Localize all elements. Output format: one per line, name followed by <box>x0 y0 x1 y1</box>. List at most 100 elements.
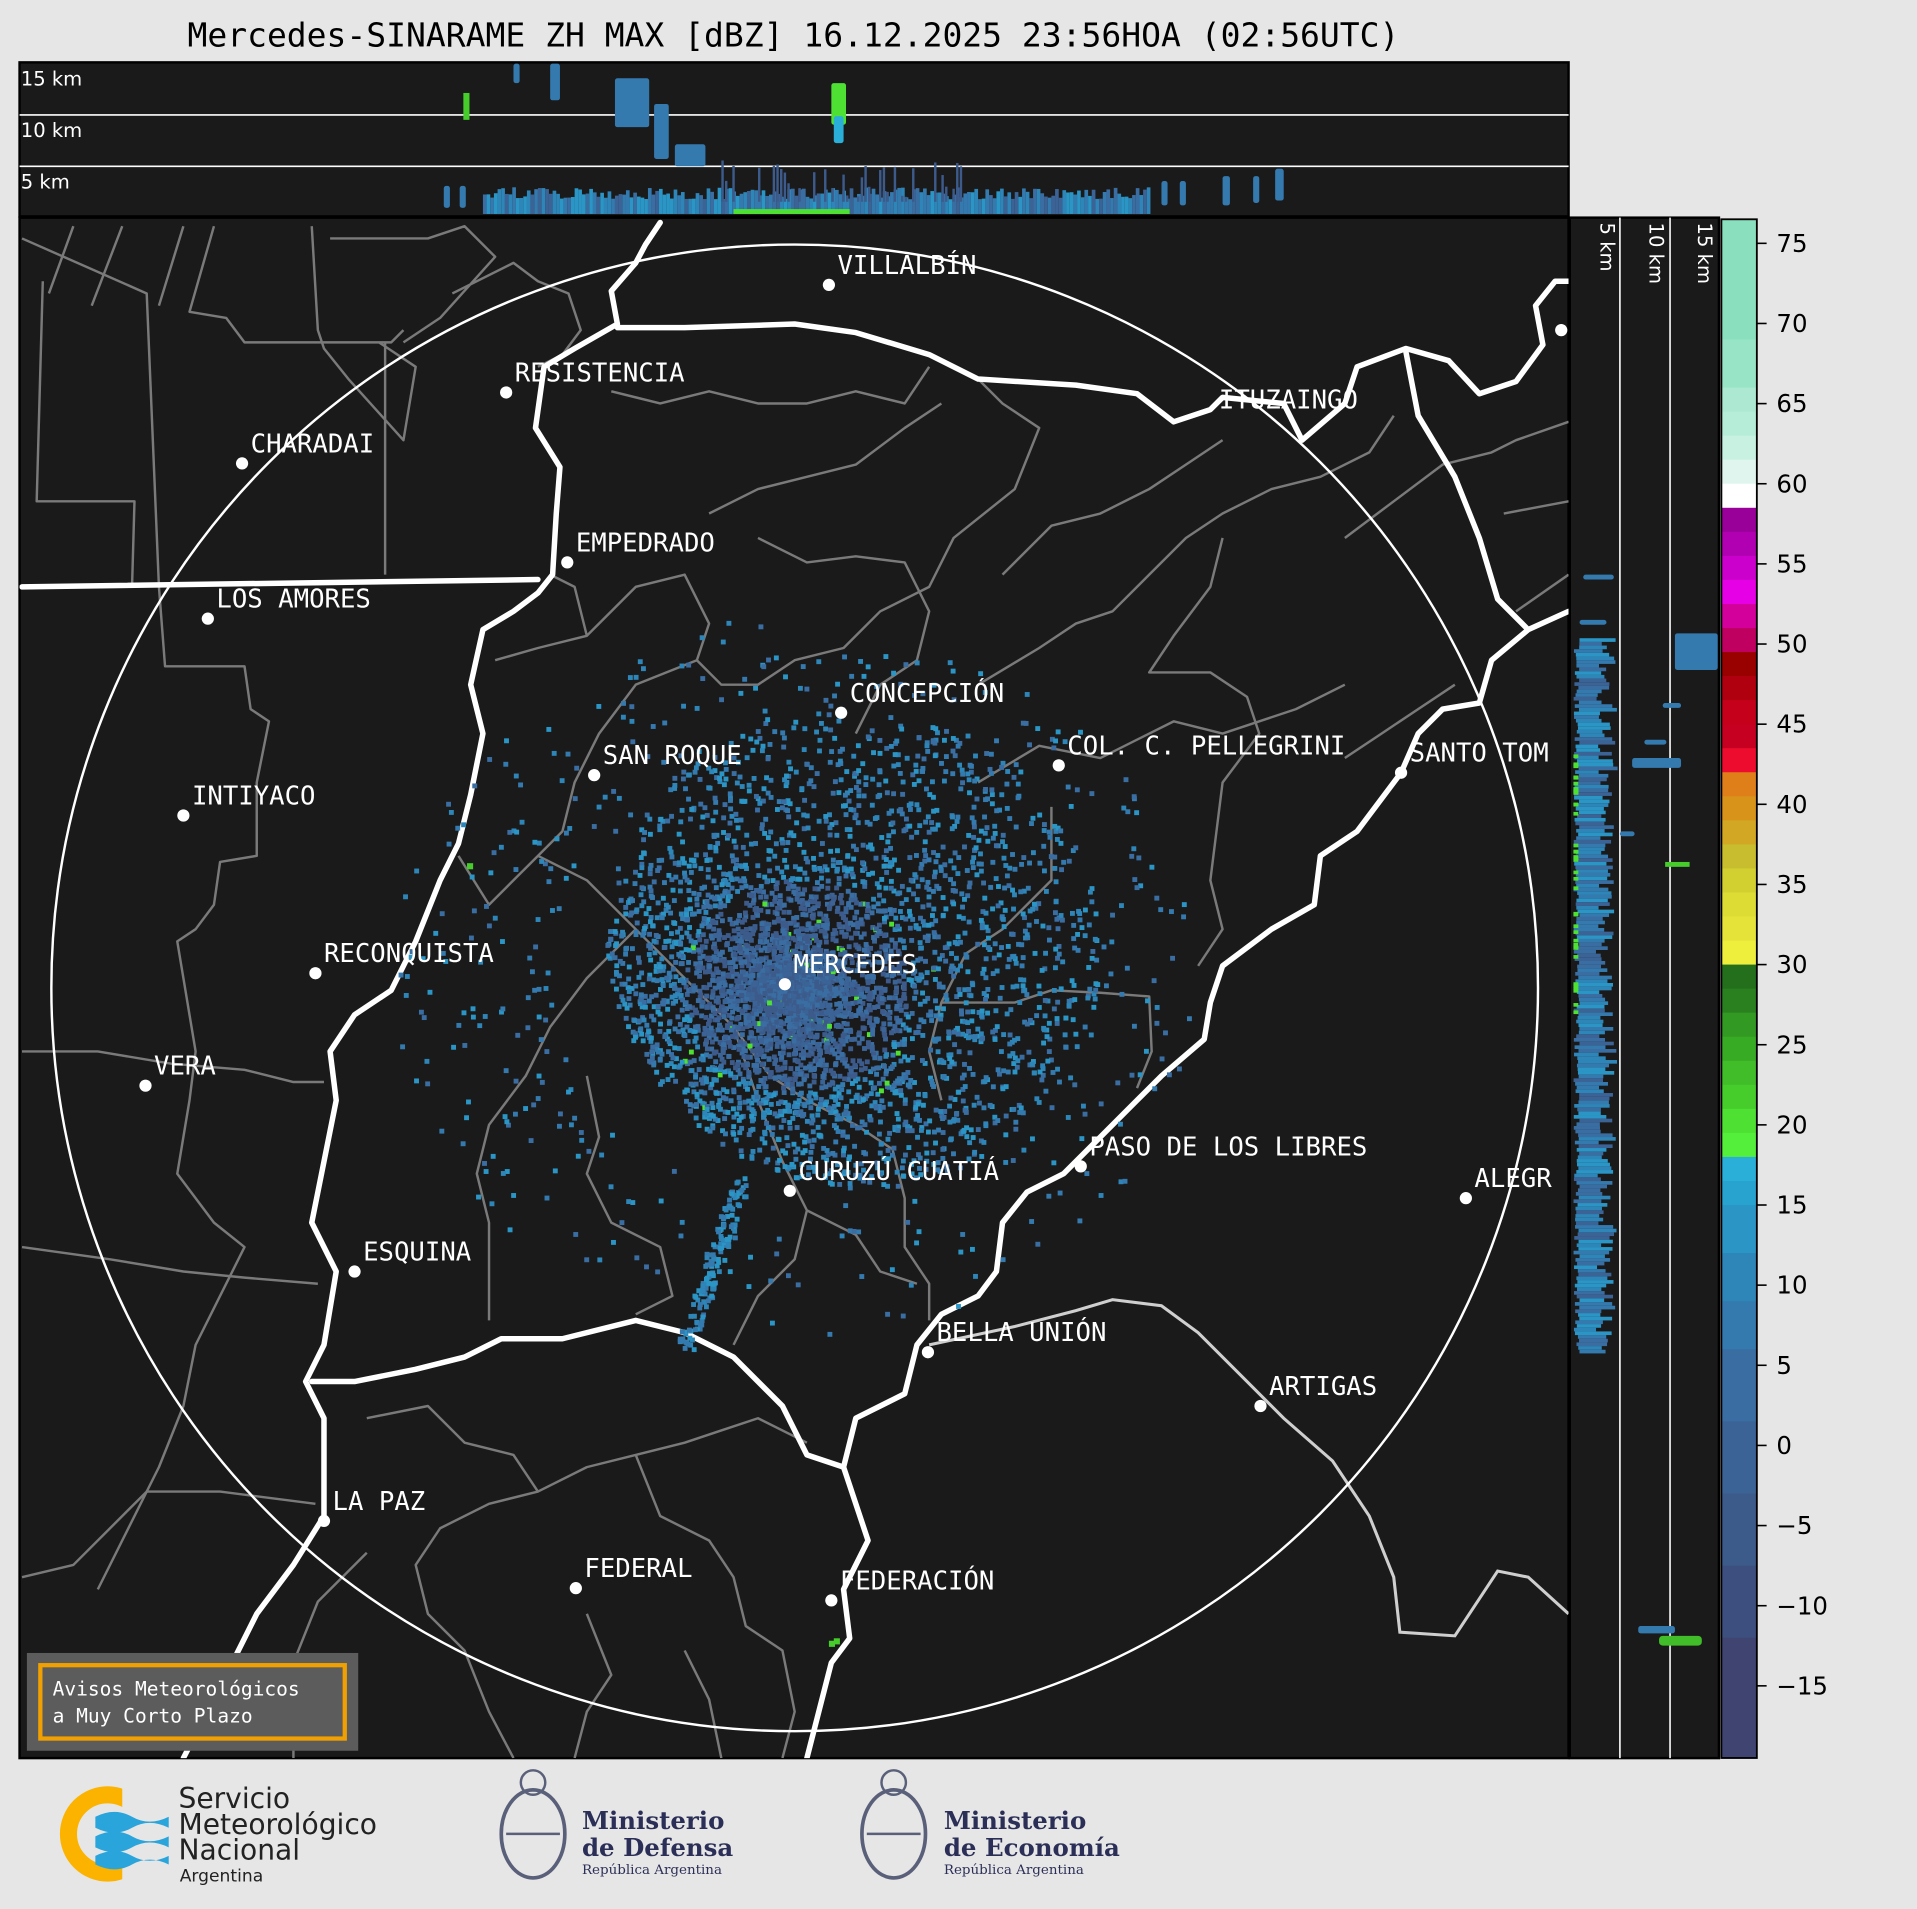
radar-echo <box>765 981 771 987</box>
radar-echo <box>870 925 876 930</box>
cross-section-echo <box>754 190 758 214</box>
radar-echo <box>626 989 632 994</box>
radar-echo <box>862 1065 868 1071</box>
radar-echo <box>769 901 775 907</box>
radar-echo <box>727 946 733 952</box>
radar-echo <box>853 1095 859 1100</box>
radar-echo <box>704 1107 710 1112</box>
radar-echo <box>1006 883 1012 889</box>
radar-echo <box>892 941 898 946</box>
radar-echo <box>969 815 975 821</box>
radar-echo <box>742 1099 748 1105</box>
radar-echo <box>874 951 880 957</box>
radar-echo <box>972 1034 978 1039</box>
radar-echo <box>633 991 639 997</box>
radar-echo <box>895 1127 901 1133</box>
radar-echo <box>876 1080 882 1086</box>
cross-section-echo <box>515 198 520 214</box>
radar-echo <box>955 814 961 820</box>
radar-echo <box>1091 1004 1097 1010</box>
radar-echo <box>751 1062 757 1068</box>
radar-echo <box>846 1116 852 1122</box>
radar-echo <box>780 1050 786 1056</box>
radar-echo <box>647 866 653 872</box>
radar-echo <box>739 1153 745 1159</box>
cross-section-echo <box>769 194 773 214</box>
radar-echo <box>947 1119 953 1125</box>
radar-echo <box>770 878 776 883</box>
radar-echo <box>704 1052 710 1058</box>
radar-echo <box>842 1000 848 1006</box>
radar-echo <box>1054 837 1060 842</box>
radar-echo <box>754 983 759 989</box>
radar-echo <box>767 942 773 948</box>
radar-echo <box>682 874 688 880</box>
radar-echo <box>771 976 777 982</box>
radar-echo <box>777 893 783 899</box>
radar-map[interactable]: VILLALBÍNRESISTENCIACHARADAIEMPEDRADOLOS… <box>18 216 1570 1760</box>
radar-echo <box>929 921 935 927</box>
radar-echo <box>1043 1088 1049 1094</box>
radar-echo <box>935 853 941 858</box>
cross-section-echo <box>530 194 535 214</box>
cross-section-echo <box>1077 190 1081 214</box>
radar-echo <box>922 1093 928 1099</box>
radar-echo <box>832 1086 838 1092</box>
radar-echo <box>758 907 764 913</box>
radar-echo <box>781 1077 787 1083</box>
radar-echo <box>843 1003 849 1009</box>
radar-echo <box>760 1097 766 1103</box>
radar-echo <box>965 1020 971 1026</box>
radar-echo <box>966 987 972 992</box>
radar-echo <box>662 880 667 886</box>
radar-echo <box>810 1046 816 1052</box>
radar-echo <box>864 988 870 994</box>
radar-echo <box>1092 936 1098 942</box>
radar-echo <box>990 906 996 912</box>
radar-echo <box>848 935 854 941</box>
radar-echo <box>957 992 963 997</box>
cross-section-echo <box>1128 198 1133 214</box>
radar-echo <box>836 1090 842 1096</box>
radar-echo <box>740 1076 746 1082</box>
radar-echo <box>991 955 997 961</box>
radar-echo <box>824 995 830 1001</box>
radar-echo <box>835 966 841 972</box>
radar-echo <box>676 860 682 866</box>
radar-echo <box>990 835 996 841</box>
radar-echo <box>983 997 988 1002</box>
radar-echo <box>887 907 893 913</box>
radar-echo <box>793 1041 799 1047</box>
radar-echo <box>805 948 811 954</box>
radar-echo <box>699 1003 705 1009</box>
radar-echo <box>774 880 780 886</box>
radar-echo <box>791 1141 797 1147</box>
radar-echo <box>1063 1044 1069 1050</box>
radar-echo <box>726 1039 732 1045</box>
radar-echo <box>1000 760 1006 766</box>
radar-echo <box>1014 983 1020 989</box>
radar-echo <box>945 1168 950 1174</box>
radar-echo <box>726 833 731 838</box>
radar-echo <box>903 1003 909 1009</box>
radar-echo <box>818 851 824 857</box>
radar-echo <box>851 856 857 862</box>
radar-echo <box>699 824 705 830</box>
radar-echo <box>640 1038 646 1044</box>
radar-echo <box>930 739 936 745</box>
radar-echo <box>902 1100 908 1106</box>
cross-section-echo <box>673 189 678 214</box>
radar-echo <box>919 1058 925 1063</box>
radar-echo <box>835 1101 841 1107</box>
radar-echo <box>648 1038 654 1044</box>
radar-echo <box>763 1090 769 1095</box>
radar-echo <box>962 896 967 902</box>
radar-echo <box>861 994 867 1000</box>
cross-section-echo <box>857 193 861 214</box>
radar-echo <box>1048 1057 1054 1063</box>
radar-echo <box>742 878 748 884</box>
radar-echo <box>693 852 699 858</box>
radar-echo <box>890 820 896 826</box>
radar-echo <box>1060 959 1066 965</box>
radar-echo <box>1066 998 1072 1004</box>
